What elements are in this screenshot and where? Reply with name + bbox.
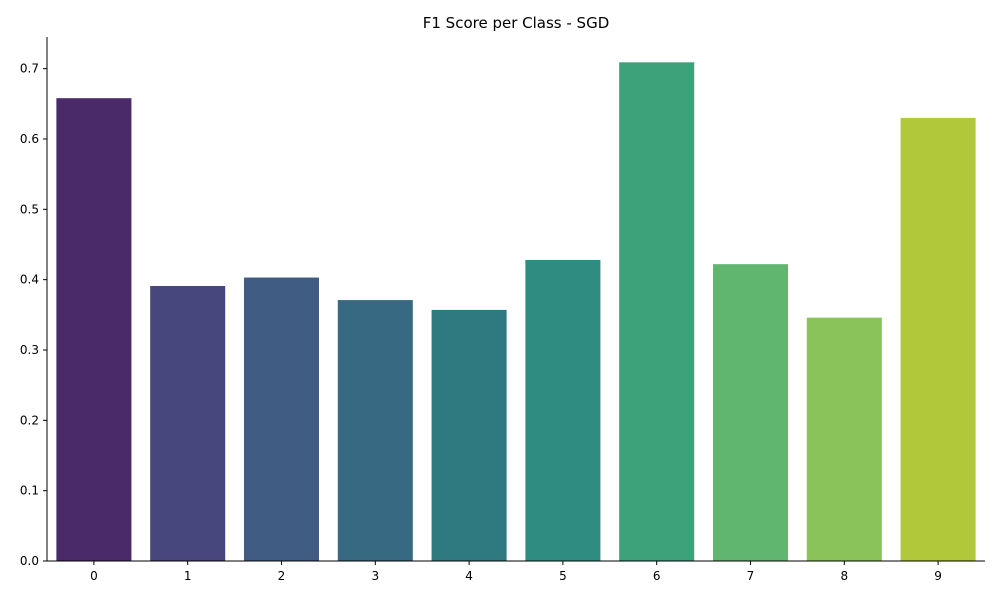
bar-class-7: [712, 264, 789, 561]
y-tick-label: 0.1: [20, 484, 39, 498]
y-tick-label: 0.4: [20, 273, 39, 287]
x-tick-label: 0: [90, 569, 98, 583]
bar-class-6: [619, 62, 695, 562]
x-tick-label: 1: [184, 569, 192, 583]
x-tick-label: 8: [840, 569, 848, 583]
bar-class-9: [900, 117, 976, 562]
bar-class-4: [431, 309, 507, 561]
x-tick-label: 4: [465, 569, 473, 583]
bar-class-2: [243, 277, 320, 561]
bar-class-1: [150, 285, 226, 561]
y-axis: 0.0 0.1 0.2 0.3 0.4 0.5 0.6 0.7: [20, 37, 48, 568]
y-tick-label: 0.2: [20, 413, 39, 427]
x-tick-label: 9: [934, 569, 942, 583]
bar-class-5: [525, 259, 601, 561]
y-tick-label: 0.0: [20, 554, 39, 568]
x-tick-label: 6: [653, 569, 661, 583]
y-tick-label: 0.6: [20, 132, 39, 146]
x-tick-label: 5: [559, 569, 567, 583]
bar-class-8: [806, 317, 882, 561]
bar-class-3: [337, 300, 413, 561]
x-tick-label: 3: [371, 569, 379, 583]
bars-group: [56, 62, 976, 562]
y-tick-label: 0.7: [20, 62, 39, 76]
x-tick-label: 2: [278, 569, 286, 583]
y-tick-label: 0.5: [20, 202, 39, 216]
chart-title: F1 Score per Class - SGD: [423, 14, 610, 32]
x-tick-label: 7: [747, 569, 755, 583]
x-axis: 0 1 2 3 4 5 6 7 8 9: [47, 560, 985, 583]
y-tick-label: 0.3: [20, 343, 39, 357]
bar-class-0: [56, 98, 132, 561]
